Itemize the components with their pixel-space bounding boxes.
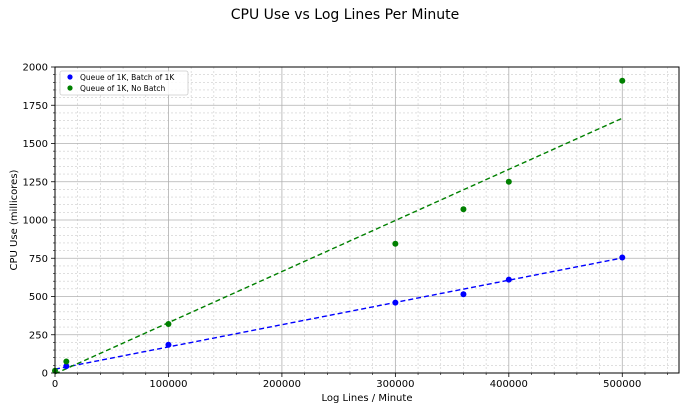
- y-tick-label: 750: [29, 254, 48, 265]
- chart-title: CPU Use vs Log Lines Per Minute: [231, 7, 460, 23]
- y-axis-ticks: 0 250 500 750 1000 1250 1500 1750 2000: [23, 63, 55, 380]
- data-point: [63, 358, 70, 365]
- y-tick-label: 250: [29, 330, 48, 341]
- legend-label: Queue of 1K, Batch of 1K: [80, 73, 175, 82]
- x-axis-ticks: 0 100000 200000 300000 400000 500000: [52, 373, 668, 390]
- fit-line: [54, 257, 623, 370]
- data-points: [52, 77, 626, 374]
- fit-line: [54, 117, 623, 375]
- x-tick-label: 100000: [149, 379, 187, 390]
- legend-marker: [67, 85, 73, 91]
- y-tick-label: 1250: [23, 177, 48, 188]
- data-point: [505, 178, 512, 185]
- data-point: [392, 240, 399, 247]
- x-tick-label: 0: [52, 379, 58, 390]
- y-tick-label: 1750: [23, 101, 48, 112]
- data-point: [165, 341, 172, 348]
- data-point: [619, 254, 626, 261]
- y-tick-label: 1000: [23, 216, 48, 227]
- data-point: [460, 206, 467, 213]
- y-tick-label: 500: [29, 292, 48, 303]
- data-point: [165, 321, 172, 328]
- legend-marker: [67, 74, 73, 80]
- y-tick-label: 1500: [23, 139, 48, 150]
- x-tick-label: 300000: [376, 379, 414, 390]
- x-tick-label: 400000: [490, 379, 528, 390]
- data-point: [392, 299, 399, 306]
- x-tick-label: 500000: [603, 379, 641, 390]
- x-tick-label: 200000: [263, 379, 301, 390]
- legend-label: Queue of 1K, No Batch: [80, 84, 165, 93]
- x-axis-label: Log Lines / Minute: [322, 393, 413, 404]
- legend: Queue of 1K, Batch of 1K Queue of 1K, No …: [59, 70, 189, 96]
- legend-box: [59, 70, 189, 96]
- y-tick-label: 2000: [23, 63, 48, 74]
- y-tick-label: 0: [42, 369, 48, 380]
- y-axis-label: CPU Use (millicores): [9, 169, 20, 270]
- data-point: [460, 291, 467, 298]
- data-point: [505, 276, 512, 283]
- fit-lines: [54, 117, 623, 375]
- data-point: [619, 77, 626, 84]
- data-point: [63, 363, 70, 370]
